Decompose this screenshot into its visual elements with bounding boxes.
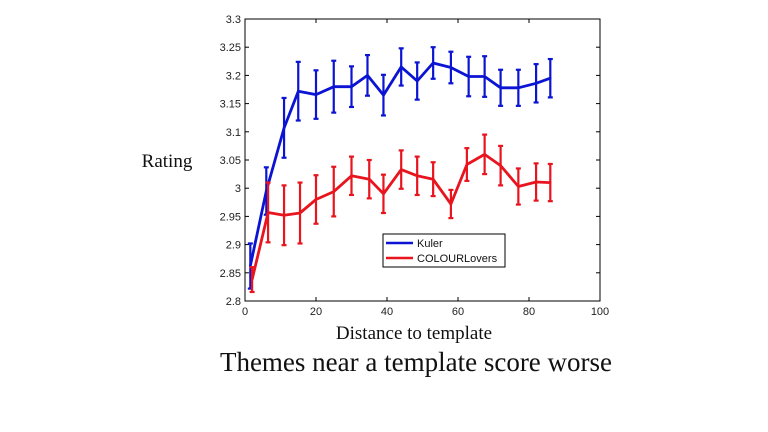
data-point bbox=[350, 174, 353, 177]
x-axis-title: Distance to template bbox=[336, 323, 492, 344]
y-tick-label: 3.3 bbox=[226, 14, 241, 26]
x-tick-label: 40 bbox=[381, 306, 393, 318]
legend-label-kuler: Kuler bbox=[417, 238, 443, 250]
data-point bbox=[549, 181, 552, 184]
y-tick-label: 2.85 bbox=[220, 268, 241, 280]
data-point bbox=[314, 93, 318, 96]
slide-caption: Themes near a template score worse bbox=[219, 347, 613, 377]
series-kuler bbox=[247, 46, 553, 290]
y-tick-label: 3.05 bbox=[220, 155, 241, 167]
data-point bbox=[534, 180, 538, 184]
y-axis-ticks: 2.8 2.85 2.9 2.95 3 3.05 3.1 3.15 3.2 3.25 3.3 bbox=[220, 14, 600, 308]
y-axis-title: Rating bbox=[142, 151, 193, 172]
data-point bbox=[332, 85, 335, 88]
y-tick-label: 2.8 bbox=[226, 296, 241, 308]
data-point bbox=[483, 153, 486, 156]
y-tick-label: 3.25 bbox=[220, 42, 241, 54]
x-axis-ticks: 0 20 40 60 80 100 bbox=[242, 19, 609, 318]
data-point bbox=[298, 211, 302, 215]
data-point bbox=[517, 185, 520, 188]
series-colourlovers bbox=[249, 133, 553, 294]
data-point bbox=[467, 75, 470, 78]
data-point bbox=[415, 174, 419, 177]
data-point bbox=[483, 75, 486, 78]
data-point bbox=[282, 126, 286, 130]
data-point bbox=[400, 65, 403, 69]
data-point bbox=[368, 177, 371, 181]
x-tick-label: 60 bbox=[452, 306, 464, 318]
data-point bbox=[449, 66, 453, 69]
data-point bbox=[415, 79, 419, 83]
legend-label-colourlovers: COLOURLovers bbox=[417, 253, 498, 265]
data-point bbox=[314, 198, 318, 201]
x-tick-label: 80 bbox=[523, 306, 535, 318]
x-tick-label: 0 bbox=[242, 306, 248, 318]
x-tick-label: 100 bbox=[591, 306, 609, 318]
y-tick-label: 2.9 bbox=[226, 240, 241, 252]
x-tick-label: 20 bbox=[310, 306, 322, 318]
data-point bbox=[266, 211, 270, 214]
data-point bbox=[297, 89, 300, 93]
data-point bbox=[449, 202, 453, 206]
y-tick-label: 3.2 bbox=[226, 70, 241, 82]
y-tick-label: 3.1 bbox=[226, 127, 241, 139]
data-point bbox=[499, 164, 502, 167]
data-point bbox=[332, 190, 335, 193]
data-point bbox=[465, 163, 469, 166]
data-point bbox=[549, 77, 552, 80]
data-point bbox=[350, 85, 353, 88]
data-point bbox=[250, 278, 254, 281]
data-point bbox=[499, 86, 502, 90]
data-point bbox=[431, 177, 435, 181]
data-point bbox=[400, 168, 403, 171]
legend-box bbox=[382, 233, 506, 268]
data-point bbox=[382, 192, 385, 196]
data-point bbox=[534, 82, 538, 85]
y-tick-label: 2.95 bbox=[220, 211, 241, 223]
data-point bbox=[431, 61, 435, 65]
legend: Kuler COLOURLovers bbox=[382, 233, 506, 268]
data-point bbox=[366, 74, 369, 77]
data-point bbox=[517, 86, 520, 90]
data-series bbox=[247, 46, 553, 294]
y-tick-label: 3.15 bbox=[220, 99, 241, 111]
data-point bbox=[282, 214, 286, 217]
y-tick-label: 3 bbox=[235, 183, 241, 195]
data-point bbox=[265, 189, 268, 193]
data-point bbox=[382, 93, 385, 97]
